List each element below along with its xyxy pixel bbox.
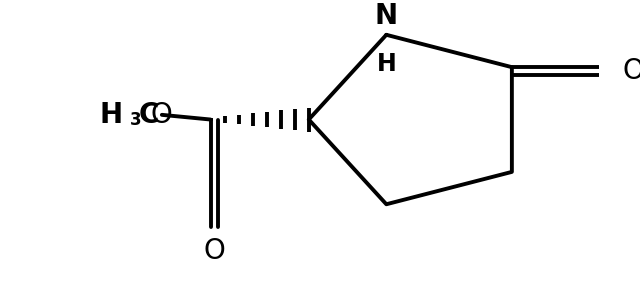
Text: N: N bbox=[375, 2, 398, 30]
Text: 3: 3 bbox=[130, 111, 141, 130]
Text: H: H bbox=[99, 101, 123, 129]
Text: O: O bbox=[622, 57, 640, 85]
Text: O: O bbox=[204, 237, 225, 265]
Text: C: C bbox=[139, 101, 159, 129]
Text: O: O bbox=[151, 101, 173, 129]
Text: H: H bbox=[376, 52, 396, 76]
